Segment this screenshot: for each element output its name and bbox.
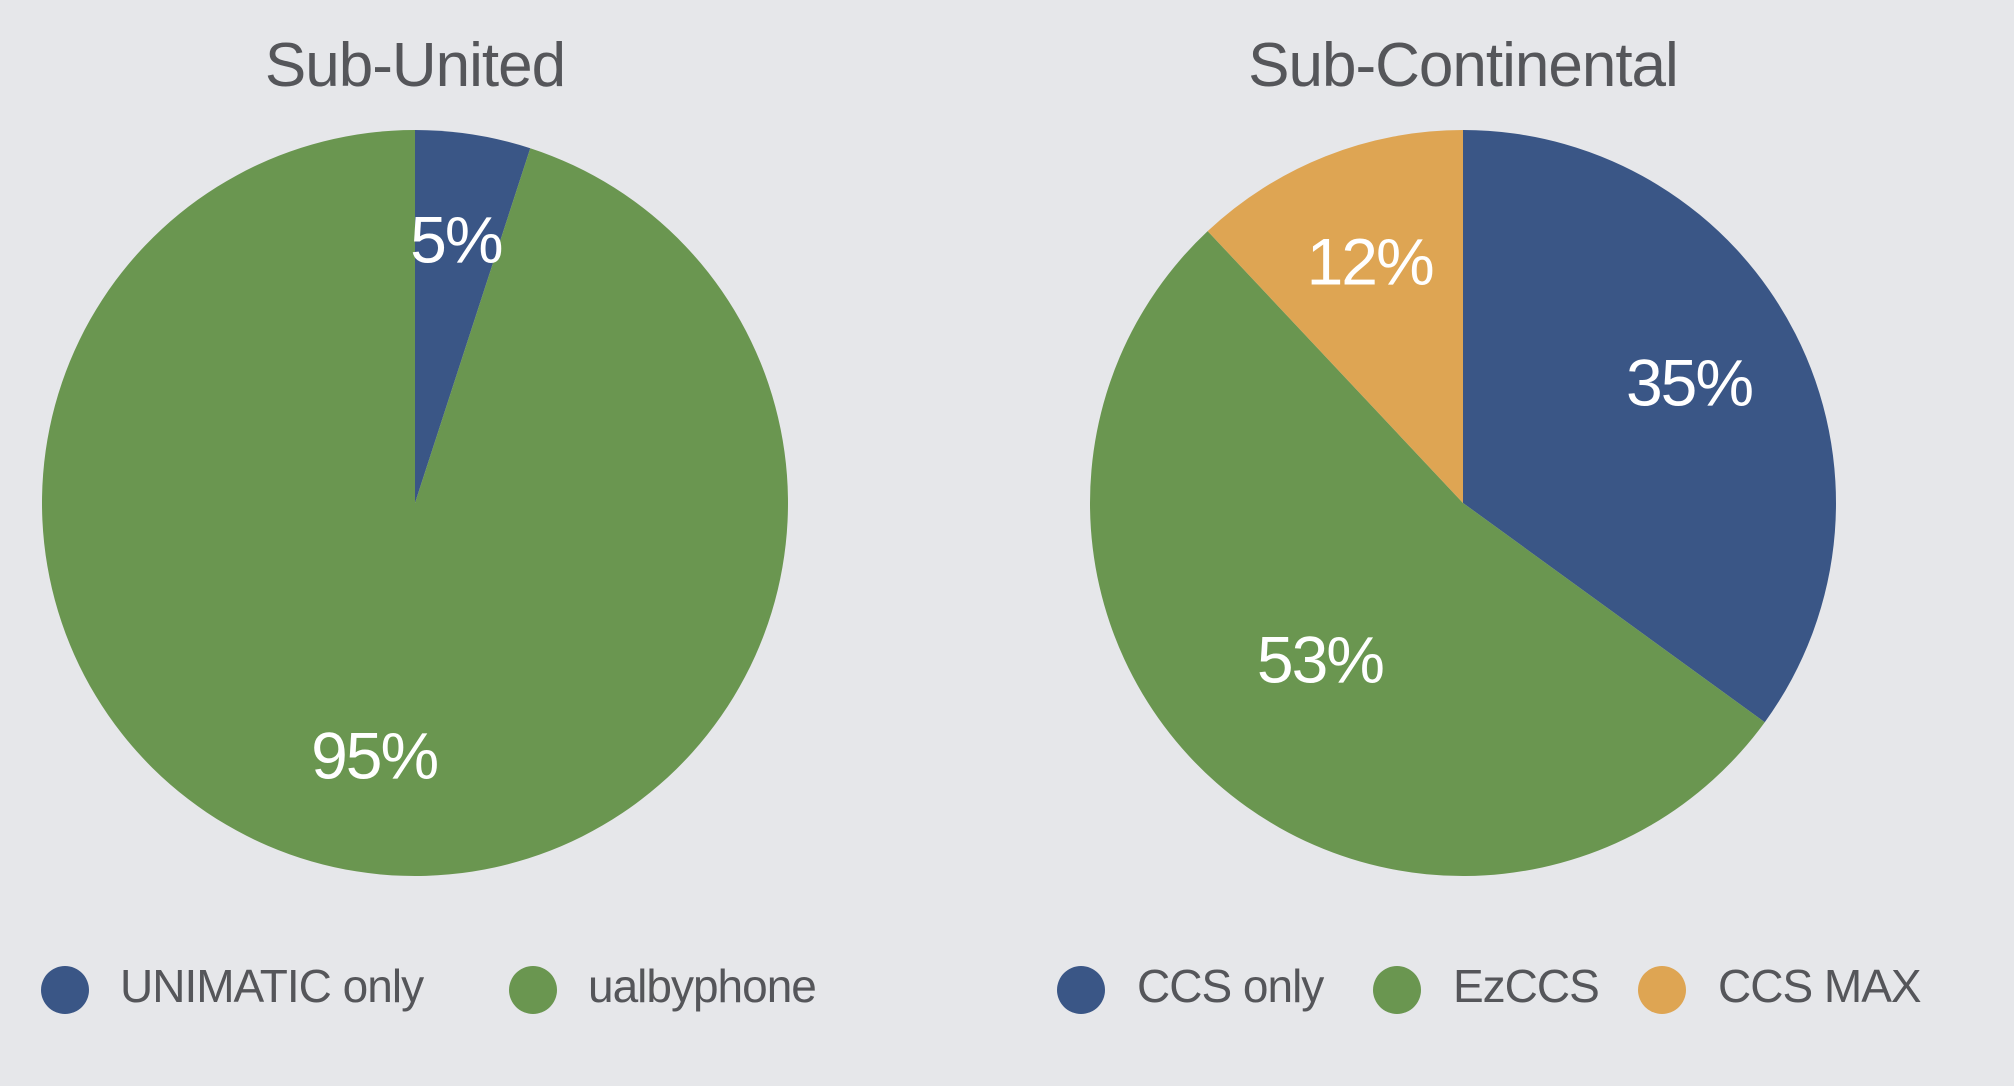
legend-label: EzCCS [1453,960,1599,1012]
pie-slice-ezccs [1089,231,1765,877]
legend-swatch [1057,966,1105,1014]
chart-sub-continental: Sub-Continental 35%53%12% CCS only EzCCS C… [1057,31,1922,1014]
legend-label: CCS only [1137,960,1324,1012]
slice-label-ezccs: 53% [1257,623,1383,697]
slice-label-ccs-only: 35% [1626,345,1752,419]
pie-slice-unimatic-only [415,130,531,503]
legend-item-unimatic-only: UNIMATIC only [41,960,425,1014]
chart-legend: CCS only EzCCS CCS MAX [1057,960,1922,1014]
slice-label-ualbyphone: 95% [311,718,437,792]
legend-item-ezccs: EzCCS [1373,960,1600,1014]
legend-item-ccs-max: CCS MAX [1638,960,1922,1014]
pie-slice-ccs-only [1463,130,1836,723]
legend-swatch [41,966,89,1014]
slice-label-unimatic-only: 5% [410,203,502,277]
slice-label-ccs-max: 12% [1307,225,1433,299]
pie-slice-ccs-max [1207,130,1463,503]
chart-title: Sub-Continental [1248,31,1678,100]
legend-item-ccs-only: CCS only [1057,960,1325,1014]
legend-swatch [509,966,557,1014]
pie-slice-ualbyphone [42,130,789,877]
legend-label: ualbyphone [588,960,816,1012]
chart-legend: UNIMATIC only ualbyphone [41,960,817,1014]
legend-label: UNIMATIC only [120,960,424,1012]
legend-label: CCS MAX [1718,960,1921,1012]
legend-item-ualbyphone: ualbyphone [509,960,817,1014]
legend-swatch [1638,966,1686,1014]
legend-swatch [1373,966,1421,1014]
chart-title: Sub-United [265,31,565,100]
chart-sub-united: Sub-United 5% 95% UNIMATIC only ualbyphone [41,31,817,1014]
